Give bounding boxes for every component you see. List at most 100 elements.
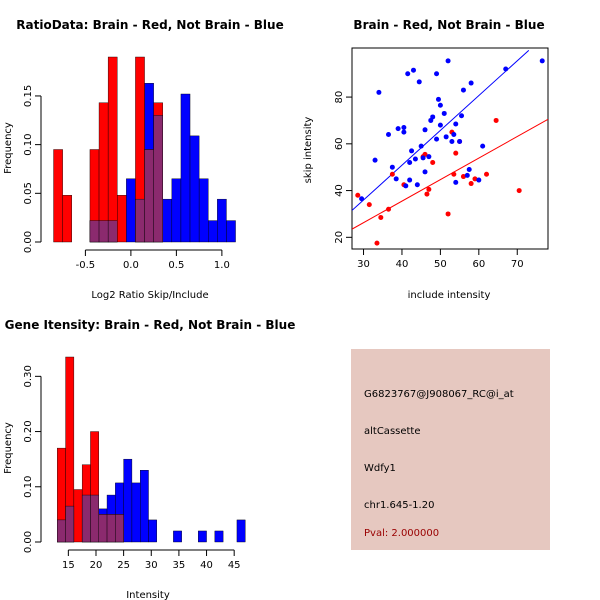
histogram-bar-not-brain	[171, 178, 182, 243]
scatter-point-not-brain	[437, 122, 443, 128]
histogram-bar-brain	[117, 195, 127, 243]
scatter-point-not-brain	[359, 196, 365, 202]
x-tick-label: 0.0	[123, 260, 139, 271]
scatter-point-not-brain	[420, 155, 426, 161]
pval-text: Pval: 2.000000	[364, 528, 439, 539]
scatter-point-not-brain	[403, 183, 409, 189]
scatter-point-not-brain	[401, 124, 407, 130]
y-tick-label: 60	[334, 137, 345, 150]
scatter-point-not-brain	[414, 182, 420, 188]
x-tick-label: 30	[145, 560, 158, 571]
scatter-point-not-brain	[410, 67, 416, 73]
x-tick-label: 25	[117, 560, 130, 571]
x-tick-label: 20	[90, 560, 103, 571]
histogram-bar-overlap	[106, 514, 116, 543]
scatter-point-brain	[460, 174, 466, 180]
histogram-bar-overlap	[153, 115, 163, 243]
scatter-point-brain	[424, 191, 430, 197]
histogram-bar-overlap	[115, 514, 124, 543]
histogram-bar-overlap	[90, 494, 99, 543]
scatter-point-brain	[386, 206, 392, 212]
scatter-point-not-brain	[422, 127, 428, 133]
intensity-histogram-y-axis: 0.00 0.10 0.20 0.30	[23, 365, 42, 553]
scatter-point-brain	[453, 150, 459, 156]
scatter-point-brain	[484, 171, 490, 177]
scatter-title: Brain - Red, Not Brain - Blue	[353, 18, 544, 32]
scatter-point-not-brain	[445, 58, 451, 64]
gene-name-text: Wdfy1	[364, 463, 396, 474]
ratio-histogram-ylabel: Frequency	[3, 122, 14, 174]
x-tick-label: 45	[228, 560, 241, 571]
intensity-histogram-title: Gene Itensity: Brain - Red, Not Brain - …	[5, 318, 296, 332]
x-tick-label: 40	[396, 259, 409, 270]
histogram-bar-overlap	[89, 220, 100, 243]
histogram-bar-overlap	[81, 494, 91, 543]
intensity-histogram-xlabel: Intensity	[126, 590, 170, 600]
histogram-bar-not-brain	[140, 470, 149, 543]
histogram-bar-overlap	[57, 519, 66, 543]
scatter-point-not-brain	[418, 143, 424, 149]
ratio-histogram-x-axis: -0.5 0.0 0.5 1.0	[76, 249, 230, 271]
scatter-point-not-brain	[401, 129, 407, 135]
scatter-point-not-brain	[457, 138, 463, 144]
histogram-bar-brain	[107, 56, 118, 243]
histogram-bar-overlap	[107, 220, 118, 243]
scatter-point-not-brain	[376, 89, 382, 95]
ratio-histogram-title: RatioData: Brain - Red, Not Brain - Blue	[16, 18, 283, 32]
scatter-point-not-brain	[437, 102, 443, 108]
histogram-bar-not-brain	[131, 482, 141, 543]
brain-fit-line	[352, 118, 548, 230]
intensity-histogram-x-axis: 15 20 25 30 35 40 45	[62, 549, 241, 571]
histogram-bar-not-brain	[226, 220, 236, 243]
location-text: chr1.645-1.20	[364, 500, 434, 511]
histogram-bar-overlap	[98, 220, 109, 243]
scatter-point-brain	[378, 214, 384, 220]
scatter-point-not-brain	[426, 154, 432, 160]
probe-id-text: G6823767@J908067_RC@i_at	[364, 389, 514, 400]
histogram-bar-brain	[73, 489, 83, 543]
scatter-point-not-brain	[453, 179, 459, 185]
x-tick-label: 70	[511, 259, 524, 270]
histogram-bar-not-brain	[189, 135, 200, 243]
intensity-histogram-bars	[57, 356, 246, 543]
histogram-bar-not-brain	[123, 458, 133, 543]
histogram-bar-overlap	[135, 198, 145, 243]
y-tick-label: 0.00	[23, 231, 34, 253]
intensity-histogram-panel: Gene Itensity: Brain - Red, Not Brain - …	[3, 318, 295, 600]
histogram-bar-not-brain	[148, 519, 157, 543]
probe-info-background	[351, 349, 550, 550]
histogram-bar-not-brain	[236, 519, 246, 543]
histogram-bar-overlap	[144, 149, 154, 243]
scatter-point-not-brain	[434, 71, 440, 77]
scatter-xlabel: include intensity	[408, 290, 491, 301]
y-tick-label: 0.05	[23, 182, 34, 204]
scatter-point-brain	[374, 240, 380, 246]
x-tick-label: 0.5	[168, 260, 184, 271]
scatter-point-brain	[451, 171, 457, 177]
ratio-histogram-xlabel: Log2 Ratio Skip/Include	[91, 290, 208, 301]
scatter-point-not-brain	[389, 164, 395, 170]
scatter-point-brain	[493, 117, 499, 123]
scatter-point-not-brain	[459, 113, 465, 119]
histogram-bar-not-brain	[180, 93, 191, 243]
scatter-point-not-brain	[435, 96, 441, 102]
histogram-bar-not-brain	[198, 178, 209, 243]
y-tick-label: 0.15	[23, 85, 34, 107]
ratio-histogram-panel: RatioData: Brain - Red, Not Brain - Blue…	[3, 18, 284, 301]
probe-info-panel: G6823767@J908067_RC@i_at altCassette Wdf…	[351, 349, 550, 550]
ratio-histogram-bars	[53, 56, 236, 243]
scatter-point-not-brain	[468, 80, 474, 86]
x-tick-label: 40	[200, 560, 213, 571]
scatter-point-not-brain	[453, 121, 459, 127]
scatter-point-not-brain	[443, 134, 449, 140]
scatter-point-not-brain	[422, 169, 428, 175]
y-tick-label: 0.10	[23, 476, 34, 498]
scatter-point-not-brain	[395, 126, 401, 132]
histogram-bar-not-brain	[162, 198, 173, 243]
scatter-point-not-brain	[476, 177, 482, 183]
histogram-bar-not-brain	[126, 178, 136, 243]
histogram-bar-overlap	[65, 505, 75, 543]
scatter-point-not-brain	[434, 136, 440, 142]
y-tick-label: 0.20	[23, 420, 34, 442]
